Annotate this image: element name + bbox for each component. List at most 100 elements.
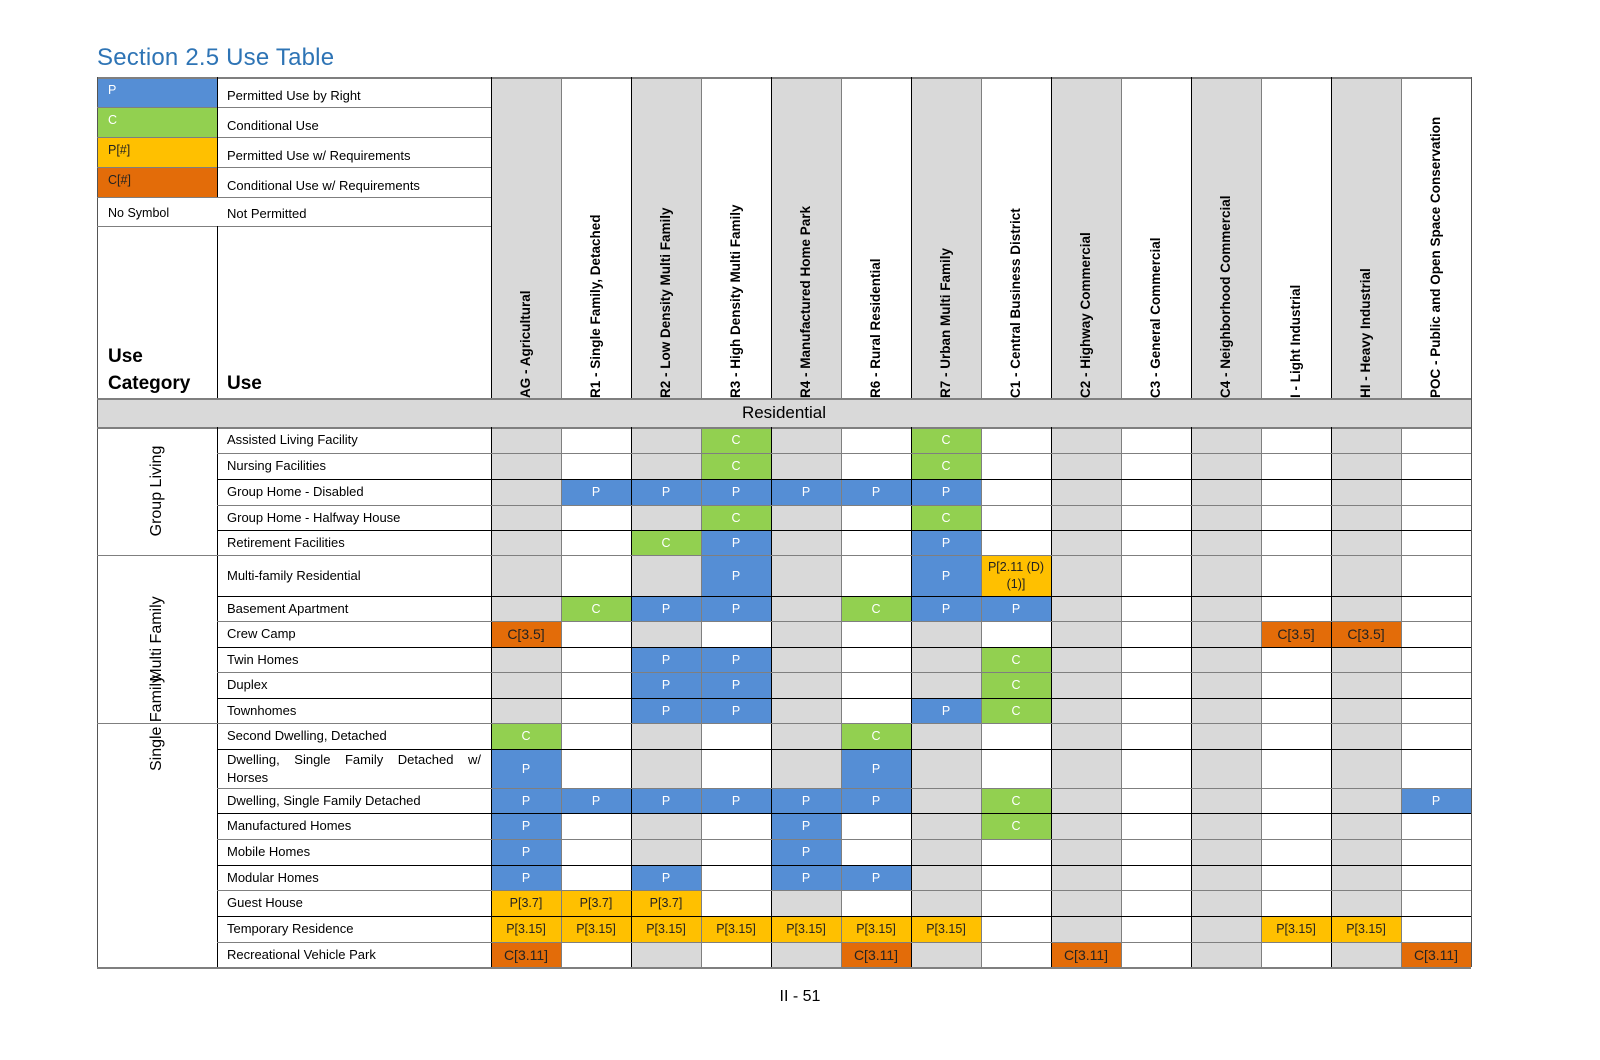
use-cell-value: P — [941, 485, 951, 499]
use-cell-p: P — [911, 698, 981, 723]
grid-line-v — [1191, 427, 1192, 967]
use-cell-value: C — [591, 601, 601, 616]
use-cell-value: C — [521, 729, 531, 743]
use-cell-p: P — [631, 647, 701, 672]
grid-line-h — [217, 505, 1471, 506]
use-name-text: Group Home - Halfway House — [227, 509, 401, 525]
use-cell-value: P — [1431, 793, 1441, 808]
use-cell-pr: P[3.7] — [491, 890, 561, 916]
grid-line-v — [1401, 77, 1402, 398]
use-name-text: Modular Homes — [227, 869, 319, 885]
use-name-text: Dwelling, Single Family Detached w/ Hors… — [227, 751, 481, 785]
use-cell-value: P — [941, 601, 951, 616]
district-name: R4 - Manufactured Home Park — [798, 205, 813, 398]
use-label: Use — [227, 373, 262, 394]
use-cell-value: C — [941, 459, 951, 473]
use-cell-p: P — [981, 596, 1051, 621]
use-cell-value: C — [941, 433, 951, 447]
use-cell-p: P — [491, 813, 561, 839]
grid-line-h — [97, 197, 491, 198]
use-cell-value: P — [871, 793, 881, 808]
use-cell-c: C — [631, 530, 701, 555]
grid-line-v — [701, 77, 702, 398]
use-cell-value: C — [941, 510, 951, 525]
use-row-label: Recreational Vehicle Park — [217, 942, 491, 967]
use-row-label: Twin Homes — [217, 647, 491, 672]
use-cell-value: P — [731, 568, 741, 583]
use-cell-value: P — [521, 793, 531, 808]
use-cell-value: P — [661, 652, 671, 667]
use-name-text: Guest House — [227, 895, 303, 910]
use-cell-c: C — [701, 453, 771, 479]
use-cell-p: P — [701, 596, 771, 621]
grid-line-h — [217, 479, 1471, 480]
use-cell-value: P[3.15] — [856, 922, 896, 936]
use-cell-pr: P[3.15] — [701, 916, 771, 942]
use-cell-value: P[3.7] — [509, 896, 543, 910]
use-cell-c: C — [981, 647, 1051, 672]
grid-line-v — [771, 77, 772, 398]
use-cell-value: P[3.15] — [716, 922, 756, 936]
use-cell-cr: C[3.11] — [1401, 942, 1471, 967]
use-cell-value: C[3.11] — [1413, 946, 1459, 963]
grid-line-h — [217, 942, 1471, 943]
legend-symbol: C[#] — [108, 173, 131, 187]
district-name: POC - Public and Open Space Conservation — [1428, 116, 1443, 398]
use-row-label: Retirement Facilities — [217, 530, 491, 555]
use-cell-value: C[3.5] — [1347, 626, 1385, 642]
grid-line-v — [631, 77, 632, 398]
grid-line-h — [217, 647, 1471, 648]
category-name: Group Living — [148, 445, 165, 537]
section-row-residential: Residential — [97, 398, 1471, 427]
use-cell-value: P — [521, 845, 531, 859]
use-row-label: Group Home - Halfway House — [217, 505, 491, 530]
grid-line-v — [701, 427, 702, 967]
column-shade — [1331, 77, 1401, 398]
use-cell-p: P — [701, 647, 771, 672]
use-name-text: Basement Apartment — [227, 600, 349, 616]
grid-line-v — [841, 77, 842, 398]
use-name-text: Townhomes — [227, 702, 297, 718]
use-row-label: Townhomes — [217, 698, 491, 723]
use-cell-value: P — [731, 601, 741, 616]
use-name-text: Temporary Residence — [227, 921, 354, 936]
use-cell-value: C[3.11] — [503, 946, 549, 963]
grid-line-h — [97, 167, 491, 168]
use-cell-c: C — [841, 723, 911, 749]
use-row-label: Modular Homes — [217, 865, 491, 890]
use-name-text: Second Dwelling, Detached — [227, 728, 387, 743]
district-name: R3 - High Density Multi Family — [728, 204, 743, 398]
grid-line-v — [217, 226, 218, 398]
use-name-text: Recreational Vehicle Park — [227, 946, 376, 962]
use-cell-value: C[3.11] — [853, 946, 899, 963]
use-cell-value: C — [731, 433, 741, 447]
district-name: R6 - Rural Residential — [868, 258, 883, 398]
grid-line-v — [491, 77, 492, 398]
use-cell-p: P — [491, 839, 561, 865]
use-cell-value: C[3.11] — [1063, 946, 1109, 963]
use-row-label: Duplex — [217, 672, 491, 698]
use-cell-c: C — [911, 453, 981, 479]
page-number: II - 51 — [779, 988, 821, 1005]
legend-description: Permitted Use by Right — [227, 88, 361, 103]
grid-line-h — [217, 890, 1471, 891]
use-cell-c: C — [981, 813, 1051, 839]
use-cell-p: P — [631, 596, 701, 621]
use-cell-value: P — [941, 568, 951, 583]
use-cell-value: P — [731, 485, 741, 499]
use-cell-pr: P[3.15] — [841, 916, 911, 942]
district-header-r2: R2 - Low Density Multi Family — [631, 77, 701, 398]
use-cell-value: P — [801, 793, 811, 808]
grid-line-v — [631, 427, 632, 967]
use-cell-value: P[3.7] — [649, 896, 683, 910]
use-name-text: Assisted Living Facility — [227, 432, 358, 447]
column-shade — [771, 77, 841, 398]
legend-description-text: Conditional Use w/ Requirements — [227, 178, 420, 193]
use-cell-p: P — [911, 555, 981, 596]
use-cell-p: P — [631, 672, 701, 698]
use-cell-c: C — [981, 698, 1051, 723]
district-header-hi: HI - Heavy Industrial — [1331, 77, 1401, 398]
grid-line-v — [981, 77, 982, 398]
legend-symbol: P — [108, 83, 117, 97]
use-name-text: Duplex — [227, 677, 268, 692]
